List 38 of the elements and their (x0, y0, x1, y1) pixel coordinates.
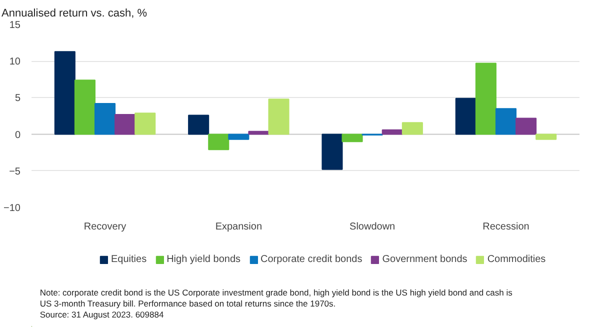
bar (382, 129, 403, 135)
bar (536, 134, 557, 140)
y-tick-label: −10 (4, 203, 21, 214)
bar (268, 98, 290, 135)
y-tick-label: 5 (14, 93, 21, 104)
y-tick-label: −5 (9, 166, 21, 178)
bar (342, 134, 363, 142)
y-tick-label: 15 (9, 20, 21, 31)
y-tick-label: 10 (9, 56, 21, 68)
bar (114, 114, 136, 135)
bar (208, 134, 230, 150)
bar (228, 134, 250, 140)
legend-label: Government bonds (382, 253, 468, 265)
bar (516, 118, 537, 135)
bar (322, 134, 343, 170)
bar (188, 114, 210, 135)
bar (134, 112, 156, 135)
chart-title: Annualised return vs. cash, % (2, 8, 148, 20)
legend-label: Commodities (487, 253, 546, 265)
x-tick-label: Recession (482, 222, 530, 232)
bar (495, 108, 517, 135)
x-tick-label: Expansion (215, 222, 262, 232)
legend-label: Corporate credit bonds (260, 253, 362, 265)
bar (54, 51, 76, 135)
y-tick-label: 0 (14, 130, 21, 141)
x-tick-label: Recovery (84, 222, 126, 232)
bar (248, 130, 270, 135)
text: Note: corporate credit bond is the US Corporate investment grade bond, high yield bond is the US high yield bond and cash is (40, 288, 512, 298)
bar (455, 98, 476, 135)
legend-label: High yield bonds (166, 253, 241, 265)
text: US 3-month Treasury bill. Performance based on total returns since the 1970s. (40, 298, 336, 308)
bar (94, 103, 116, 135)
x-tick-label: Slowdown (350, 222, 396, 232)
bar (475, 62, 496, 135)
bar (74, 80, 96, 135)
source-note: Source: 31 August 2023. 609884 (40, 310, 164, 320)
bar (402, 122, 423, 135)
legend-label: Equities (111, 253, 147, 265)
